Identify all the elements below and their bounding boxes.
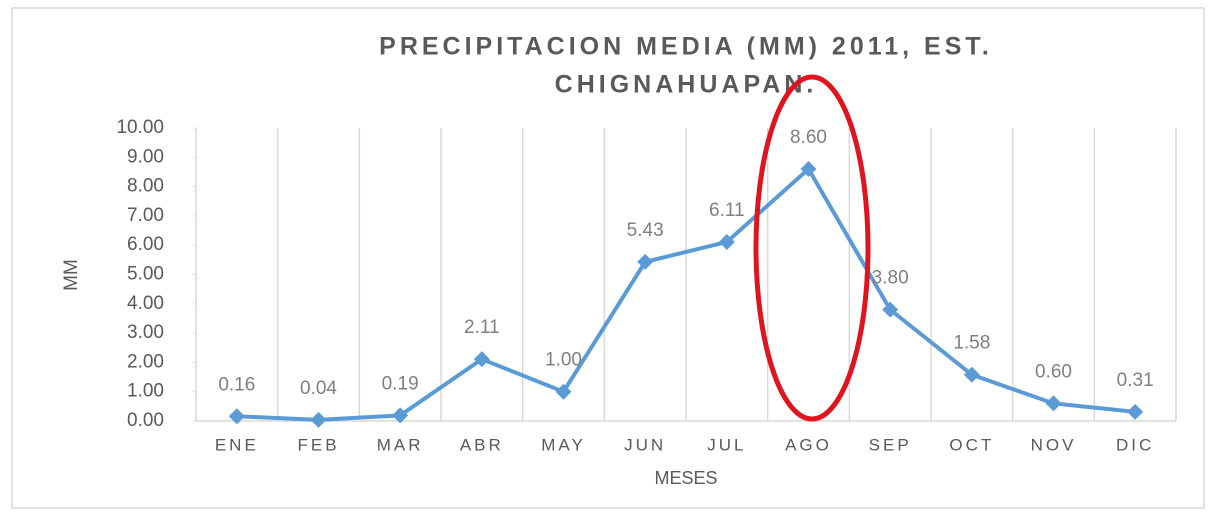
chart-frame xyxy=(11,7,1205,509)
chart-title: CHIGNAHUAPAN. xyxy=(555,71,818,99)
marker xyxy=(637,253,654,270)
data-label: 0.31 xyxy=(1117,370,1154,391)
data-label: 0.04 xyxy=(300,378,337,399)
marker xyxy=(392,407,409,424)
y-tick-label: 8.00 xyxy=(127,176,164,197)
data-label: 5.43 xyxy=(627,220,664,241)
x-tick-label: NOV xyxy=(1031,435,1077,454)
x-tick-label: AGO xyxy=(785,435,832,454)
marker xyxy=(800,161,817,178)
data-label: 8.60 xyxy=(790,127,827,148)
marker xyxy=(1045,395,1062,412)
x-tick-label: DIC xyxy=(1116,435,1154,454)
marker xyxy=(963,366,980,383)
highlight-ellipse xyxy=(753,74,871,422)
marker xyxy=(718,233,735,250)
y-tick-label: 10.00 xyxy=(116,117,164,138)
data-label: 0.19 xyxy=(382,373,419,394)
x-tick-label: ENE xyxy=(215,435,259,454)
x-tick-label: ABR xyxy=(460,435,504,454)
x-tick-label: JUL xyxy=(707,435,746,454)
marker xyxy=(1127,403,1144,420)
chart-title: PRECIPITACION MEDIA (MM) 2011, EST. xyxy=(379,33,993,61)
data-label: 2.11 xyxy=(464,317,500,338)
y-tick-label: 3.00 xyxy=(127,322,164,343)
marker xyxy=(228,408,245,425)
y-tick-label: 1.00 xyxy=(127,381,164,402)
marker xyxy=(882,301,899,318)
data-label: 0.16 xyxy=(218,374,255,395)
x-tick-label: MAR xyxy=(377,435,424,454)
y-tick-label: 2.00 xyxy=(127,351,164,372)
y-tick-label: 0.00 xyxy=(127,410,164,431)
y-tick-label: 7.00 xyxy=(127,205,164,226)
x-tick-label: OCT xyxy=(949,435,994,454)
y-tick-label: 9.00 xyxy=(127,146,164,167)
data-label: 0.60 xyxy=(1035,361,1072,382)
y-tick-label: 4.00 xyxy=(127,293,164,314)
data-label: 1.58 xyxy=(953,333,990,354)
x-tick-label: SEP xyxy=(869,435,912,454)
x-tick-label: MAY xyxy=(541,435,586,454)
x-axis-label: MESES xyxy=(654,468,717,488)
x-tick-label: FEB xyxy=(297,435,339,454)
x-tick-label: JUN xyxy=(624,435,666,454)
data-label: 3.80 xyxy=(872,268,909,289)
y-tick-label: 6.00 xyxy=(127,234,164,255)
marker xyxy=(555,383,572,400)
data-label: 1.00 xyxy=(545,350,582,371)
y-tick-label: 5.00 xyxy=(127,264,164,285)
series-line xyxy=(236,167,1136,422)
marker xyxy=(310,411,327,428)
y-axis-label: MM xyxy=(61,259,82,291)
data-label: 6.11 xyxy=(709,200,745,221)
marker xyxy=(473,351,490,368)
